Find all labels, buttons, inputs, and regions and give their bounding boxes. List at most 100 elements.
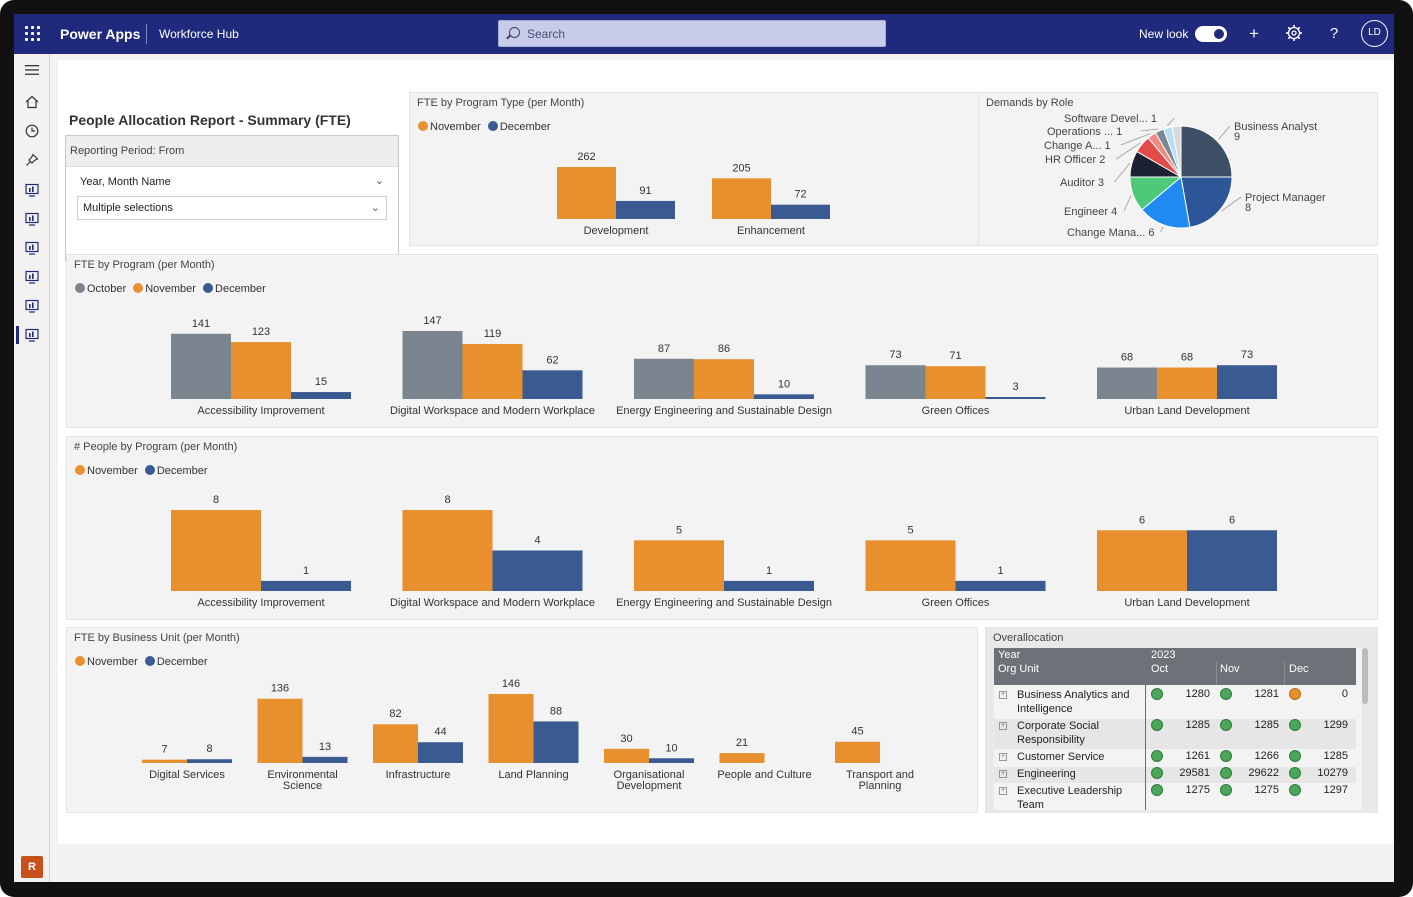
- data-label: 3: [1012, 381, 1018, 393]
- pie-leader-line: [1218, 125, 1231, 140]
- expand-icon[interactable]: +: [999, 753, 1007, 761]
- gear-icon[interactable]: [1284, 24, 1304, 44]
- expand-icon[interactable]: +: [999, 787, 1007, 795]
- legend-label: November: [145, 283, 196, 295]
- overallocation-matrix[interactable]: Year 2023 Org Unit Oct Nov Dec + Business…: [994, 648, 1362, 810]
- recent-icon[interactable]: [24, 124, 40, 140]
- fte-by-program-type-chart: 262 91 Development 205 72 Enhancement: [557, 151, 830, 237]
- search-icon: [509, 27, 520, 38]
- data-label: 4: [534, 535, 540, 547]
- pie-leader-line: [1140, 128, 1159, 132]
- cell-value: 1266: [1254, 750, 1279, 762]
- add-icon[interactable]: +: [1249, 24, 1259, 43]
- bar-november: [462, 343, 523, 399]
- expand-icon[interactable]: +: [999, 770, 1007, 778]
- header-org-label: Org Unit: [998, 663, 1039, 675]
- table-row[interactable]: + Customer Service 1261 1266 1285: [994, 750, 1356, 766]
- report-icon[interactable]: [24, 328, 40, 344]
- table-row[interactable]: + Business Analytics and Intelligence 1280 1…: [994, 688, 1356, 718]
- cell-value: 29581: [1179, 767, 1210, 779]
- overallocation-title: Overallocation: [993, 632, 1064, 644]
- chevron-down-icon: ⌄: [370, 202, 380, 214]
- report-icon[interactable]: [24, 183, 40, 199]
- status-indicator: [1151, 719, 1163, 731]
- org-unit-label: Business Analytics and Intelligence: [1017, 688, 1143, 716]
- app-launcher-icon[interactable]: [25, 26, 41, 42]
- header-month: Dec: [1289, 663, 1309, 675]
- help-icon[interactable]: ?: [1329, 25, 1339, 42]
- expand-icon[interactable]: +: [999, 691, 1007, 699]
- category-label: Energy Engineering and Sustainable Desig…: [616, 405, 832, 417]
- pin-icon[interactable]: [24, 153, 40, 169]
- table-row[interactable]: + Executive Leadership Team 1275 1275 1297: [994, 784, 1356, 810]
- org-unit-label-line: Business Analytics and: [1017, 689, 1130, 701]
- fte-by-business-unit-chart: 7 8 Digital Services 136 13 EnvironmentalScie…: [142, 678, 914, 792]
- data-label: 8: [206, 743, 212, 755]
- data-label: 82: [389, 708, 401, 720]
- bar-november: [712, 178, 771, 219]
- slicer-header-label: Reporting Period: From: [70, 145, 185, 157]
- bar-november: [488, 694, 534, 763]
- legend-dot-november: [133, 283, 144, 293]
- table-row[interactable]: + Corporate Social Responsibility 1285 1285 1…: [994, 719, 1356, 749]
- matrix-scrollbar[interactable]: [1362, 648, 1368, 704]
- cell-value: 1299: [1323, 719, 1348, 731]
- chart-title: FTE by Program (per Month): [74, 259, 215, 271]
- period-dropdown[interactable]: Multiple selections ⌄: [77, 196, 387, 220]
- bar-november: [865, 540, 956, 591]
- pie-leader-line: [1114, 163, 1131, 183]
- header-month: Oct: [1151, 663, 1169, 675]
- report-icon[interactable]: [24, 212, 40, 228]
- bar-november: [604, 748, 649, 763]
- pie-label: HR Officer 2: [1045, 154, 1105, 166]
- category-label: Organisational: [614, 769, 685, 781]
- search-input[interactable]: Search: [498, 20, 886, 47]
- bar-october: [402, 331, 463, 399]
- category-label: Digital Services: [149, 769, 225, 781]
- avatar[interactable]: LD: [1361, 20, 1388, 47]
- fte-by-program-chart: 141 123 15 Accessibility Improvement 147 119 6…: [171, 315, 1277, 417]
- legend-label: November: [87, 465, 138, 477]
- bar-november: [142, 759, 187, 763]
- status-indicator: [1151, 750, 1163, 762]
- chart-legend: October November December: [75, 283, 270, 295]
- new-look-toggle[interactable]: [1195, 26, 1227, 42]
- status-indicator: [1220, 767, 1232, 779]
- bar-october: [634, 358, 694, 399]
- bar-october: [171, 333, 231, 399]
- app-name[interactable]: Workforce Hub: [159, 27, 239, 41]
- category-label: Accessibility Improvement: [197, 597, 324, 609]
- status-indicator: [1151, 767, 1163, 779]
- report-icon[interactable]: [24, 270, 40, 286]
- brand-name[interactable]: Power Apps: [60, 26, 141, 42]
- hamburger-icon[interactable]: [24, 64, 40, 80]
- data-label: 6: [1139, 514, 1145, 526]
- user-badge[interactable]: R: [21, 856, 43, 878]
- cell-value: 1275: [1254, 784, 1279, 796]
- data-label: 123: [252, 326, 270, 338]
- home-icon[interactable]: [24, 95, 40, 111]
- top-bar: Power Apps Workforce Hub Search New look…: [14, 14, 1394, 54]
- table-row[interactable]: + Engineering 29581 29622 10279: [994, 767, 1356, 783]
- org-unit-label: Corporate Social Responsibility: [1017, 719, 1143, 747]
- data-label: 10: [778, 378, 790, 390]
- data-label: 72: [794, 189, 806, 201]
- pie-label: Software Devel... 1: [1064, 113, 1157, 125]
- bar-november: [835, 741, 880, 763]
- data-label: 91: [639, 185, 651, 197]
- report-icon[interactable]: [24, 241, 40, 257]
- data-label: 15: [315, 376, 327, 388]
- report-icon[interactable]: [24, 299, 40, 315]
- cell-value: 1285: [1185, 719, 1210, 731]
- bar-december: [771, 204, 830, 219]
- bar-december: [754, 394, 814, 399]
- reporting-period-slicer[interactable]: Reporting Period: From Year, Month Name …: [65, 135, 399, 261]
- expand-icon[interactable]: +: [999, 722, 1007, 730]
- period-dropdown-value: Multiple selections: [83, 202, 173, 214]
- category-label: Accessibility Improvement: [197, 405, 324, 417]
- report-title: People Allocation Report - Summary (FTE): [69, 112, 351, 128]
- category-label: Urban Land Development: [1124, 405, 1249, 417]
- search-placeholder: Search: [527, 27, 566, 41]
- legend-dot-december: [144, 656, 155, 666]
- chevron-down-icon[interactable]: ⌄: [374, 175, 384, 187]
